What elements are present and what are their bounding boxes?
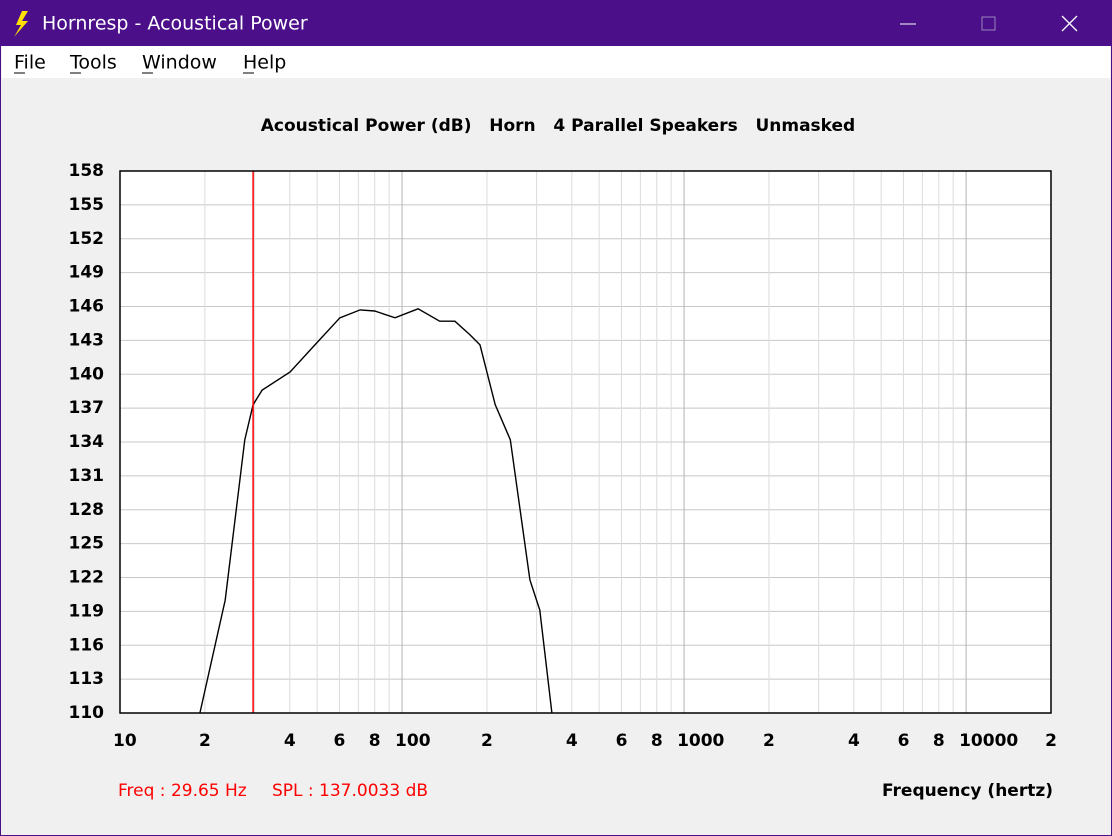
title-bar bbox=[0, 0, 1112, 46]
close-button[interactable] bbox=[1061, 15, 1078, 32]
spl-readout: SPL : 137.0033 dB bbox=[272, 781, 428, 801]
x-tick-label: 2 bbox=[763, 731, 775, 751]
x-tick-label: 10000 bbox=[959, 731, 1018, 751]
x-tick-label: 6 bbox=[898, 731, 910, 751]
x-tick-label: 8 bbox=[933, 731, 945, 751]
x-tick-label: 6 bbox=[334, 731, 346, 751]
y-tick-label: 131 bbox=[69, 466, 105, 486]
x-tick-label: 1000 bbox=[677, 731, 724, 751]
x-tick-label: 2 bbox=[1045, 731, 1057, 751]
menu-item[interactable]: Tools bbox=[69, 52, 117, 74]
y-tick-label: 113 bbox=[69, 669, 105, 689]
y-tick-label: 149 bbox=[69, 263, 105, 283]
x-tick-label: 4 bbox=[566, 731, 578, 751]
y-tick-label: 155 bbox=[69, 195, 105, 215]
x-tick-label: 8 bbox=[651, 731, 663, 751]
y-tick-label: 158 bbox=[69, 161, 105, 181]
menu-item[interactable]: Help bbox=[243, 52, 286, 74]
y-tick-label: 125 bbox=[69, 534, 105, 554]
x-tick-label: 4 bbox=[284, 731, 296, 751]
chart-title: Acoustical Power (dB) Horn 4 Parallel Sp… bbox=[261, 116, 855, 136]
response-curve bbox=[199, 308, 553, 714]
x-axis-label: Frequency (hertz) bbox=[882, 781, 1053, 801]
y-tick-label: 146 bbox=[69, 297, 105, 317]
y-tick-label: 137 bbox=[69, 398, 105, 418]
app-icon bbox=[14, 11, 28, 37]
y-tick-label: 152 bbox=[69, 229, 105, 249]
x-tick-label: 2 bbox=[199, 731, 211, 751]
x-tick-label: 8 bbox=[369, 731, 381, 751]
x-tick-label: 2 bbox=[481, 731, 493, 751]
y-tick-label: 116 bbox=[69, 635, 105, 655]
y-tick-label: 122 bbox=[69, 568, 105, 588]
menu-item[interactable]: File bbox=[14, 52, 46, 74]
freq-readout: Freq : 29.65 Hz bbox=[118, 781, 247, 801]
y-tick-label: 110 bbox=[69, 703, 105, 723]
y-tick-label: 140 bbox=[69, 364, 105, 384]
x-tick-label: 10 bbox=[113, 731, 137, 751]
y-tick-label: 128 bbox=[69, 500, 105, 520]
y-tick-label: 134 bbox=[69, 432, 105, 452]
x-tick-label: 4 bbox=[848, 731, 860, 751]
plot-border bbox=[119, 170, 1052, 714]
window-title: Hornresp - Acoustical Power bbox=[42, 13, 308, 35]
menu-bar bbox=[2, 46, 1110, 78]
y-tick-label: 143 bbox=[69, 330, 105, 350]
maximize-button[interactable] bbox=[981, 16, 996, 31]
y-tick-label: 119 bbox=[69, 601, 105, 621]
menu-item[interactable]: Window bbox=[142, 52, 217, 74]
x-tick-label: 100 bbox=[395, 731, 431, 751]
x-tick-label: 6 bbox=[616, 731, 628, 751]
